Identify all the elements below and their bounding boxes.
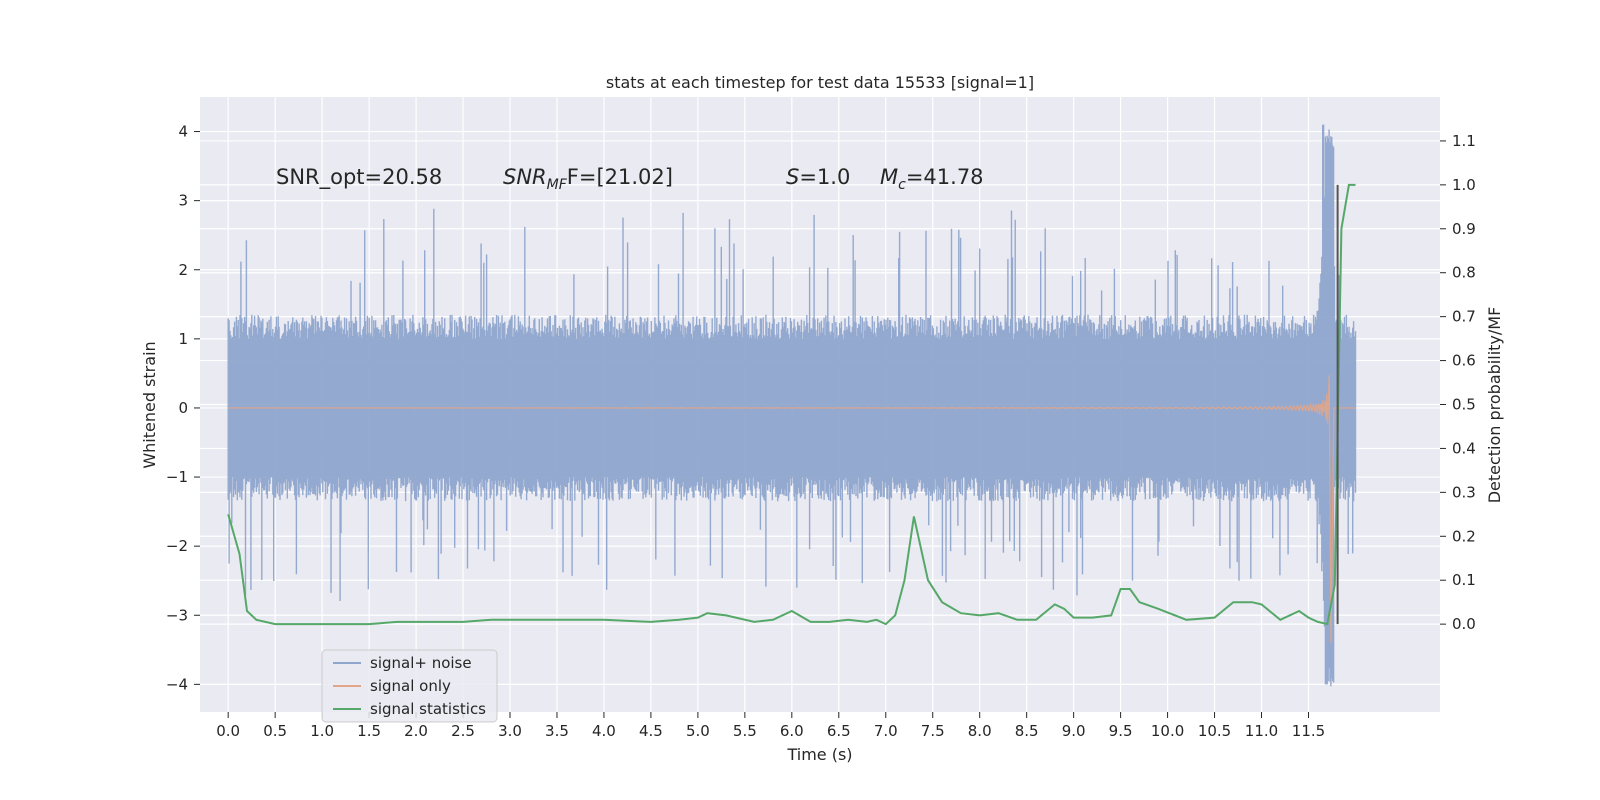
snr-mf-main: SNR: [503, 165, 547, 189]
x-tick-label: 1.5: [357, 722, 381, 740]
x-tick-label: 9.0: [1062, 722, 1086, 740]
x-tick-label: 10.5: [1198, 722, 1231, 740]
y-right-tick-label: 0.3: [1452, 483, 1476, 501]
annotation-s: S=1.0: [786, 165, 850, 189]
y-right-tick-label: 0.7: [1452, 308, 1476, 326]
y-left-tick-label: −1: [166, 468, 188, 486]
x-tick-label: 0.5: [263, 722, 287, 740]
y-left-tick-label: 1: [178, 330, 188, 348]
y-left-tick-label: 2: [178, 261, 188, 279]
annotation-snr-opt: SNR_opt=20.58: [276, 165, 442, 190]
y-left-axis-label: Whitened strain: [140, 341, 159, 468]
signal-statistics-series: [227, 183, 1356, 626]
mc-main: M: [880, 165, 898, 189]
y-right-tick-label: 0.5: [1452, 396, 1476, 414]
signal-only-series: [228, 375, 1356, 643]
x-tick-label: 10.0: [1151, 722, 1184, 740]
y-right-tick-label: 1.1: [1452, 132, 1476, 150]
x-tick-label: 7.0: [874, 722, 898, 740]
x-tick-label: 0.0: [216, 722, 240, 740]
y-left-tick-label: 0: [178, 399, 188, 417]
legend-box: [321, 649, 498, 723]
x-tick-label: 7.5: [921, 722, 945, 740]
y-right-axis-label: Detection probability/MF: [1485, 307, 1504, 504]
y-left-tick-label: 3: [178, 192, 188, 210]
s-main: S: [786, 165, 799, 189]
mc-sub: c: [898, 177, 906, 193]
x-tick-label: 4.0: [592, 722, 616, 740]
y-right-tick-label: 0.8: [1452, 264, 1476, 282]
signal-only-line: [228, 375, 1356, 643]
x-tick-label: 11.5: [1292, 722, 1325, 740]
x-axis-ticks: 0.0 0.5 1.0 1.5 2.0 2.5 3.0 3.5 4.0 4.5 5.0 5.5 6.0 6…: [216, 712, 1325, 740]
y-right-tick-label: 1.0: [1452, 176, 1476, 194]
y-left-tick-label: −4: [166, 675, 188, 693]
y-right-tick-label: 0.4: [1452, 439, 1476, 457]
y-left-tick-label: −3: [166, 606, 188, 624]
x-tick-label: 2.0: [404, 722, 428, 740]
legend-label-signal-only: signal only: [370, 677, 451, 695]
y-right-tick-label: 0.2: [1452, 527, 1476, 545]
x-tick-label: 8.5: [1015, 722, 1039, 740]
legend-label-signal-noise: signal+ noise: [370, 654, 472, 672]
x-axis-label: Time (s): [786, 745, 852, 764]
signal-statistics-line: [227, 183, 1356, 626]
x-tick-label: 11.0: [1245, 722, 1278, 740]
x-tick-label: 1.0: [310, 722, 334, 740]
annotation-snr-mf: SNRMFF=[21.02]: [503, 165, 673, 193]
x-tick-label: 6.5: [827, 722, 851, 740]
y-right-tick-label: 0.0: [1452, 615, 1476, 633]
chart-title: stats at each timestep for test data 155…: [606, 73, 1034, 92]
mc-value: =41.78: [906, 165, 984, 189]
x-tick-label: 2.5: [451, 722, 475, 740]
x-tick-label: 3.5: [545, 722, 569, 740]
legend-label-signal-statistics: signal statistics: [370, 700, 486, 718]
y-left-tick-label: 4: [178, 123, 188, 141]
annotation-mc: Mc=41.78: [880, 165, 984, 193]
x-tick-label: 8.0: [968, 722, 992, 740]
y-right-tick-label: 0.1: [1452, 571, 1476, 589]
y-left-tick-label: −2: [166, 537, 188, 555]
snr-mf-sub: MF: [547, 177, 568, 193]
snr-mf-value: F=[21.02]: [567, 165, 673, 189]
y-left-axis-ticks: 4 3 2 1 0 −1 −2 −3 −4: [166, 123, 200, 693]
x-tick-label: 5.5: [733, 722, 757, 740]
x-tick-label: 5.0: [686, 722, 710, 740]
legend: signal+ noise signal only signal statist…: [321, 649, 498, 723]
s-value: =1.0: [799, 165, 850, 189]
x-tick-label: 6.0: [780, 722, 804, 740]
x-tick-label: 3.0: [498, 722, 522, 740]
y-right-tick-label: 0.9: [1452, 220, 1476, 238]
y-right-tick-label: 0.6: [1452, 352, 1476, 370]
y-right-axis-ticks: 1.1 1.0 0.9 0.8 0.7 0.6 0.5 0.4 0.3 0.2 0.1 0.0: [1440, 132, 1476, 633]
x-tick-label: 4.5: [639, 722, 663, 740]
x-tick-label: 9.5: [1109, 722, 1133, 740]
